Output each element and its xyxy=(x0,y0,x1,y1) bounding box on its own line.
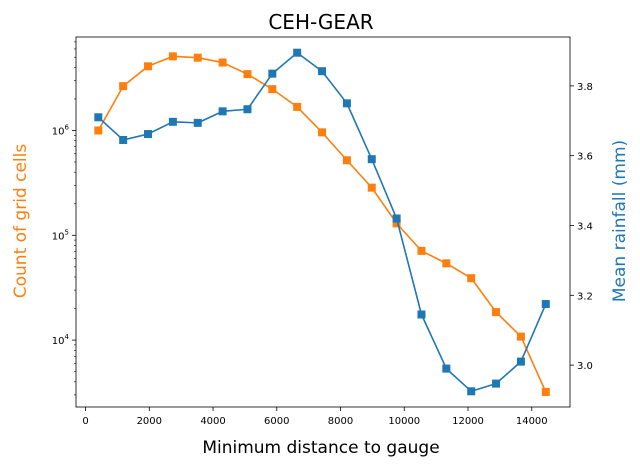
series-1-point xyxy=(243,70,252,79)
series-1-point xyxy=(218,58,227,67)
series-1-point xyxy=(168,52,177,61)
series-1-point xyxy=(193,53,202,62)
series-1-point xyxy=(417,246,426,255)
series-2-point xyxy=(94,113,103,122)
x-tick-label: 2000 xyxy=(137,416,162,427)
series-2-point xyxy=(367,155,376,164)
series-1-point xyxy=(342,156,351,165)
x-tick-label: 4000 xyxy=(200,416,225,427)
series-1-point xyxy=(119,82,128,91)
series-1-line xyxy=(97,55,547,393)
series-2-point xyxy=(293,48,302,57)
series-1-point xyxy=(144,62,153,71)
y-right-tick-label: 3.4 xyxy=(577,221,593,232)
x-tick-label: 6000 xyxy=(264,416,289,427)
series-2-point xyxy=(541,300,550,309)
series-2-point xyxy=(492,379,501,388)
series-1-point xyxy=(367,183,376,192)
series-2-point xyxy=(119,135,128,144)
x-tick-label: 10000 xyxy=(388,416,420,427)
series-1-point xyxy=(442,259,451,268)
plot-area: 0 2000 4000 6000 8000 10000 12000 14000 104 105 10… xyxy=(52,36,593,427)
y-axis-label-right: Mean rainfall (mm) xyxy=(610,140,630,302)
series-2-point xyxy=(243,105,252,114)
series-1-point xyxy=(94,126,103,135)
series-1-point xyxy=(392,219,401,228)
series-1-point xyxy=(541,387,550,396)
plot-frame xyxy=(75,36,571,408)
series-2-point xyxy=(218,107,227,116)
series-2-line xyxy=(97,51,547,393)
series-2-point xyxy=(467,387,476,396)
series-2-point xyxy=(144,130,153,139)
series-2-point xyxy=(268,69,277,78)
y-right-tick-label: 3.2 xyxy=(577,291,593,302)
series-2-point xyxy=(417,310,426,319)
series-1-point xyxy=(293,102,302,111)
y-right-tick-label: 3.0 xyxy=(577,361,593,372)
y-right-tick-label: 3.6 xyxy=(577,152,593,163)
series-2-point xyxy=(168,117,177,126)
series-2-point xyxy=(392,214,401,223)
y-left-tick-label: 104 xyxy=(52,333,70,347)
series-1-point xyxy=(318,128,327,137)
x-tick-label: 0 xyxy=(82,416,88,427)
x-axis-label: Minimum distance to gauge xyxy=(202,438,439,458)
x-tick-label: 12000 xyxy=(452,416,484,427)
series-2-point xyxy=(442,364,451,373)
series-1-point xyxy=(268,85,277,94)
y-left-tick-label: 106 xyxy=(52,123,70,137)
series-1-point xyxy=(492,308,501,317)
series-2-point xyxy=(516,357,525,366)
y-left-tick-label: 105 xyxy=(52,228,69,242)
series-2-point xyxy=(342,99,351,108)
y-right-tick-label: 3.8 xyxy=(577,82,593,93)
y-axis-label-left: Count of grid cells xyxy=(11,144,31,299)
x-tick-label: 8000 xyxy=(328,416,353,427)
series-2-point xyxy=(193,118,202,127)
series-1-point xyxy=(516,332,525,341)
series-1-point xyxy=(467,274,476,283)
x-tick-label: 14000 xyxy=(516,416,548,427)
series-2-point xyxy=(318,67,327,76)
chart-title: CEH-GEAR xyxy=(268,10,373,34)
